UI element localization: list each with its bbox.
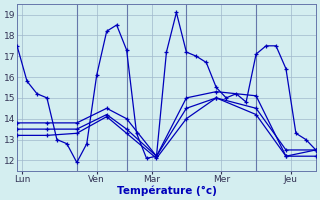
X-axis label: Température (°c): Température (°c)	[116, 185, 216, 196]
